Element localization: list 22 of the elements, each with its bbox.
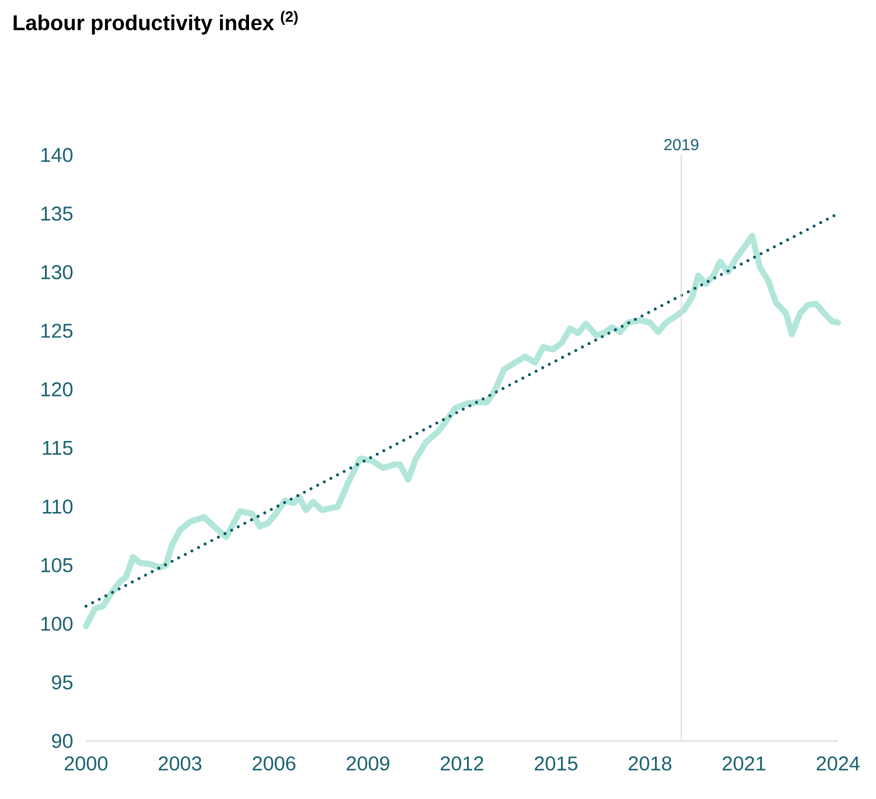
- y-tick-label: 135: [41, 206, 72, 221]
- y-tick-label: 115: [42, 441, 72, 455]
- y-tick-label: 100: [41, 616, 72, 631]
- x-tick-label: 2024: [816, 756, 860, 771]
- y-tick-label: 95: [52, 675, 72, 690]
- y-tick-label: 120: [41, 382, 72, 396]
- x-tick-label: 2003: [158, 756, 202, 771]
- y-tick-label: 110: [42, 500, 72, 514]
- x-tick-label: 2021: [722, 756, 766, 771]
- y-tick-label: 130: [41, 265, 72, 280]
- x-tick-label: 2000: [64, 756, 108, 771]
- y-tick-label: 105: [41, 558, 72, 572]
- x-tick-label: 2018: [628, 756, 672, 771]
- y-tick-label: 140: [41, 148, 72, 162]
- y-tick-label: 125: [41, 324, 72, 338]
- x-tick-label: 2009: [346, 756, 390, 771]
- ref-line-label: 2019: [664, 138, 698, 150]
- x-tick-label: 2012: [440, 756, 484, 771]
- chart-title: Labour productivity index $^{(2)}$: [14, 10, 298, 35]
- x-tick-label: 2006: [252, 756, 296, 771]
- x-tick-label: 2015: [534, 756, 578, 771]
- y-tick-label: 90: [52, 734, 72, 748]
